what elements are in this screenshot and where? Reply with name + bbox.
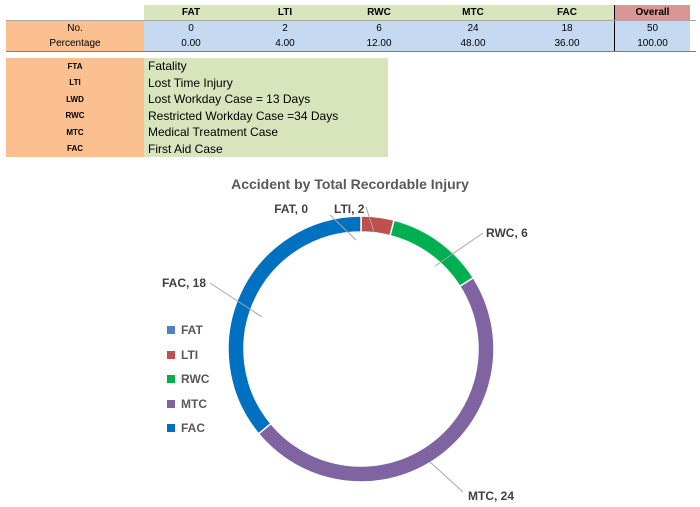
summary-cell-overall: 100.00 — [614, 36, 690, 51]
summary-cell: 48.00 — [426, 36, 520, 51]
summary-cell: 0 — [144, 21, 238, 36]
chart-legend: FAT LTI RWC MTC FAC — [167, 318, 209, 441]
summary-cell: 2 — [238, 21, 332, 36]
legend-swatch — [167, 375, 175, 384]
donut-slice-mtc — [257, 276, 495, 483]
code-description: Restricted Workday Case =34 Days — [144, 107, 388, 124]
summary-header-lti: LTI — [238, 5, 332, 20]
summary-cell-overall: 50 — [614, 21, 690, 36]
leader-line — [209, 282, 263, 318]
leader-line — [429, 461, 464, 493]
data-label-fat: FAT, 0 — [274, 202, 308, 216]
legend-item-mtc: MTC — [167, 392, 209, 417]
summary-table: FAT LTI RWC MTC FAC Overall No. 0 2 6 24… — [6, 4, 696, 52]
summary-header-row: FAT LTI RWC MTC FAC Overall — [6, 4, 696, 20]
code-description: Lost Time Injury — [144, 74, 388, 91]
code-key: MTC — [6, 124, 144, 141]
code-description: First Aid Case — [144, 140, 388, 157]
code-key: RWC — [6, 107, 144, 124]
data-label-lti: LTI, 2 — [334, 202, 365, 216]
summary-cell: 4.00 — [238, 36, 332, 51]
donut-slice-fac — [227, 215, 362, 435]
data-label-fac: FAC, 18 — [162, 276, 206, 290]
legend-label: FAT — [181, 323, 203, 338]
code-legend-table: FTA Fatality LTI Lost Time Injury LWD Lo… — [6, 58, 388, 157]
legend-item-fat: FAT — [167, 318, 209, 343]
code-row: LWD Lost Workday Case = 13 Days — [6, 91, 388, 108]
code-description: Medical Treatment Case — [144, 124, 388, 141]
data-label-mtc: MTC, 24 — [468, 489, 514, 503]
chart-title: Accident by Total Recordable Injury — [231, 176, 469, 192]
code-key: LTI — [6, 74, 144, 91]
code-row: LTI Lost Time Injury — [6, 74, 388, 91]
code-description: Lost Workday Case = 13 Days — [144, 91, 388, 108]
summary-header-rwc: RWC — [332, 5, 426, 20]
legend-item-fac: FAC — [167, 416, 209, 441]
summary-cell: 6 — [332, 21, 426, 36]
code-row: FTA Fatality — [6, 58, 388, 75]
legend-swatch — [167, 326, 175, 335]
code-key: FAC — [6, 140, 144, 157]
leader-line — [365, 206, 375, 233]
summary-row-count: No. 0 2 6 24 18 50 — [6, 20, 696, 36]
summary-cell: 24 — [426, 21, 520, 36]
legend-swatch — [167, 350, 175, 359]
summary-cell: 18 — [520, 21, 614, 36]
legend-label: LTI — [181, 347, 199, 362]
code-row: MTC Medical Treatment Case — [6, 124, 388, 141]
summary-row-percentage: Percentage 0.00 4.00 12.00 48.00 36.00 1… — [6, 36, 696, 52]
legend-swatch — [167, 399, 175, 408]
summary-cell: 36.00 — [520, 36, 614, 51]
summary-header-overall: Overall — [614, 5, 690, 20]
code-description: Fatality — [144, 58, 388, 75]
legend-label: MTC — [181, 396, 207, 411]
summary-header-mtc: MTC — [426, 5, 520, 20]
legend-label: FAC — [181, 421, 205, 436]
legend-swatch — [167, 424, 175, 433]
summary-cell: 0.00 — [144, 36, 238, 51]
data-label-rwc: RWC, 6 — [486, 226, 528, 240]
donut-slice-lti — [360, 215, 395, 237]
code-key: FTA — [6, 58, 144, 75]
code-row: RWC Restricted Workday Case =34 Days — [6, 107, 388, 124]
code-row: FAC First Aid Case — [6, 140, 388, 157]
summary-row-label: No. — [6, 21, 144, 36]
leader-line — [329, 214, 357, 241]
leader-line — [434, 232, 484, 267]
legend-item-rwc: RWC — [167, 367, 209, 392]
legend-label: RWC — [181, 372, 210, 387]
summary-cell: 12.00 — [332, 36, 426, 51]
summary-header-fac: FAC — [520, 5, 614, 20]
summary-header-fat: FAT — [144, 5, 238, 20]
donut-slice-rwc — [389, 219, 475, 288]
legend-item-lti: LTI — [167, 343, 209, 368]
summary-row-label: Percentage — [6, 36, 144, 51]
code-key: LWD — [6, 91, 144, 108]
